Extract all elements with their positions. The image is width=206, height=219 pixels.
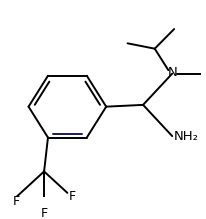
Text: F: F bbox=[12, 195, 20, 208]
Text: F: F bbox=[69, 190, 76, 203]
Text: F: F bbox=[41, 207, 48, 219]
Text: NH₂: NH₂ bbox=[174, 131, 199, 143]
Text: N: N bbox=[167, 66, 177, 79]
